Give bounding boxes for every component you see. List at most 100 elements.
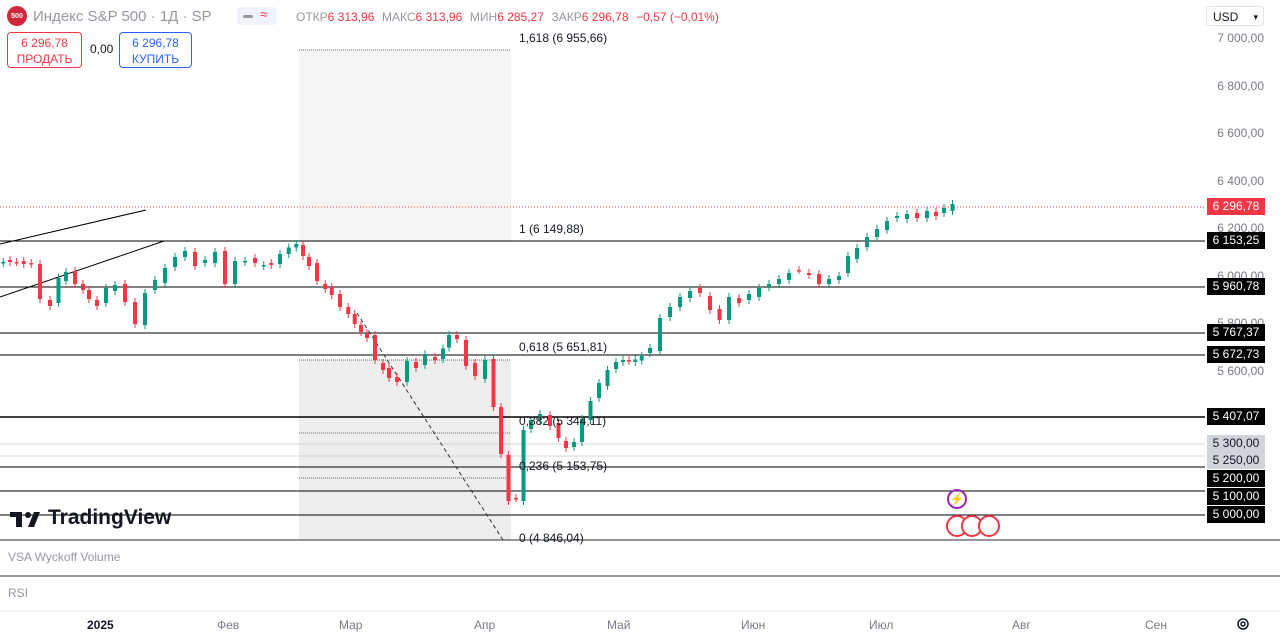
candle-body bbox=[885, 221, 889, 230]
axis-label-5600: 5 600,00 bbox=[1217, 364, 1264, 378]
candle-body bbox=[915, 213, 919, 218]
volume-pane-label[interactable]: VSA Wyckoff Volume bbox=[8, 550, 121, 564]
candle-body bbox=[514, 498, 518, 500]
candle-body bbox=[163, 268, 167, 283]
symbol-title[interactable]: Индекс S&P 500 · 1Д · SP bbox=[33, 7, 212, 25]
settings-icon[interactable] bbox=[1236, 617, 1250, 631]
candle-body bbox=[441, 348, 445, 359]
legend: 500 Индекс S&P 500 · 1Д · SP bbox=[7, 6, 212, 26]
candle-body bbox=[21, 261, 26, 264]
candle-body bbox=[123, 284, 127, 302]
axis-label-6200: 6 200,00 bbox=[1217, 221, 1264, 235]
level-tag-5200: 5 200,00 bbox=[1207, 470, 1265, 487]
candle-body bbox=[658, 318, 662, 351]
candle-body bbox=[365, 333, 369, 338]
candle-body bbox=[307, 257, 311, 266]
candle-body bbox=[405, 361, 409, 382]
candle-body bbox=[757, 288, 761, 297]
candle-body bbox=[588, 401, 593, 420]
month-label-aug: Авг bbox=[1012, 618, 1031, 632]
candle-body bbox=[698, 288, 702, 293]
candle-body bbox=[605, 370, 610, 386]
level-tag-5000: 5 000,00 bbox=[1207, 506, 1265, 523]
month-label-jul: Июл bbox=[869, 618, 894, 632]
low-value: 6 285,27 bbox=[497, 10, 544, 24]
candle-body bbox=[352, 314, 357, 324]
compare-toggle[interactable]: ≈ bbox=[237, 6, 277, 25]
candle-body bbox=[865, 237, 869, 247]
candle-body bbox=[538, 414, 542, 420]
open-value: 6 313,96 bbox=[327, 10, 375, 24]
currency-value: USD bbox=[1213, 10, 1239, 24]
candle-body bbox=[329, 287, 334, 295]
candle-body bbox=[639, 356, 644, 361]
candle-body bbox=[301, 245, 305, 256]
change-value: −0,57 (−0,01%) bbox=[636, 10, 719, 24]
candle-body bbox=[64, 272, 68, 281]
candle-body bbox=[387, 368, 391, 378]
currency-select[interactable]: USD ▾ bbox=[1206, 6, 1264, 26]
current-price-tag: 6 296,78 bbox=[1207, 198, 1265, 215]
candlesticks bbox=[1, 200, 955, 505]
candle-body bbox=[455, 335, 459, 339]
fib-diagonal bbox=[356, 312, 504, 541]
candle-body bbox=[678, 297, 682, 307]
grey-levels bbox=[0, 443, 1205, 457]
axis-label-6600: 6 600,00 bbox=[1217, 126, 1264, 140]
axis-label-6800: 6 800,00 bbox=[1217, 79, 1264, 93]
level-tag-5407: 5 407,07 bbox=[1207, 408, 1265, 425]
buy-label: КУПИТЬ bbox=[131, 52, 180, 66]
level-tag-6153: 6 153,25 bbox=[1207, 232, 1265, 249]
buy-button[interactable]: 6 296,78 КУПИТЬ bbox=[119, 32, 192, 68]
candle-body bbox=[597, 383, 601, 398]
candle-body bbox=[213, 252, 217, 263]
candle-body bbox=[827, 279, 831, 284]
candle-body bbox=[855, 248, 859, 259]
tradingview-logo: TradingView bbox=[10, 506, 171, 530]
candle-body bbox=[708, 296, 712, 310]
candle-body bbox=[817, 274, 821, 284]
sell-button[interactable]: 6 296,78 ПРОДАТЬ bbox=[7, 32, 82, 68]
symbol-logo: 500 bbox=[7, 6, 27, 26]
candle-body bbox=[8, 260, 12, 262]
trend-lines bbox=[0, 209, 165, 298]
candle-body bbox=[294, 244, 299, 248]
candle-body bbox=[934, 212, 938, 216]
candle-body bbox=[193, 252, 197, 266]
candle-body bbox=[153, 280, 157, 290]
candle-body bbox=[491, 359, 496, 407]
candle-body bbox=[688, 291, 692, 298]
candle-body bbox=[727, 297, 731, 320]
candle-body bbox=[621, 360, 625, 362]
candle-body bbox=[14, 262, 19, 264]
candle-body bbox=[233, 261, 237, 284]
fib-zone-shade bbox=[299, 360, 511, 540]
month-label-mar: Мар bbox=[339, 618, 363, 632]
candle-body bbox=[323, 284, 328, 289]
high-value: 6 313,96 bbox=[415, 10, 463, 24]
candle-body bbox=[777, 279, 781, 284]
approx-icon: ≈ bbox=[260, 6, 268, 22]
lightning-icon[interactable]: ⚡ bbox=[947, 489, 967, 509]
us-flag-icon[interactable] bbox=[978, 515, 1000, 537]
candle-body bbox=[381, 363, 385, 370]
candle-body bbox=[1, 262, 6, 264]
candle-body bbox=[807, 273, 811, 275]
candle-body bbox=[133, 302, 137, 324]
month-label-2025: 2025 bbox=[87, 618, 114, 632]
low-label: МИН bbox=[469, 10, 498, 24]
candle-body bbox=[87, 290, 91, 299]
candle-body bbox=[797, 270, 801, 272]
level-tag-5250: 5 250,00 bbox=[1207, 452, 1265, 469]
candle-body bbox=[747, 294, 751, 300]
ohlc-legend: ОТКР6 313,96 МАКС6 313,96 МИН6 285,27 ЗА… bbox=[296, 9, 723, 24]
rsi-pane-label[interactable]: RSI bbox=[8, 586, 29, 600]
candle-body bbox=[243, 261, 247, 263]
axis-label-7000: 7 000,00 bbox=[1217, 31, 1264, 45]
candle-body bbox=[464, 340, 468, 366]
candle-body bbox=[183, 251, 187, 257]
candle-body bbox=[48, 300, 52, 306]
candle-body bbox=[521, 430, 526, 501]
axis-label-6400: 6 400,00 bbox=[1217, 174, 1264, 188]
